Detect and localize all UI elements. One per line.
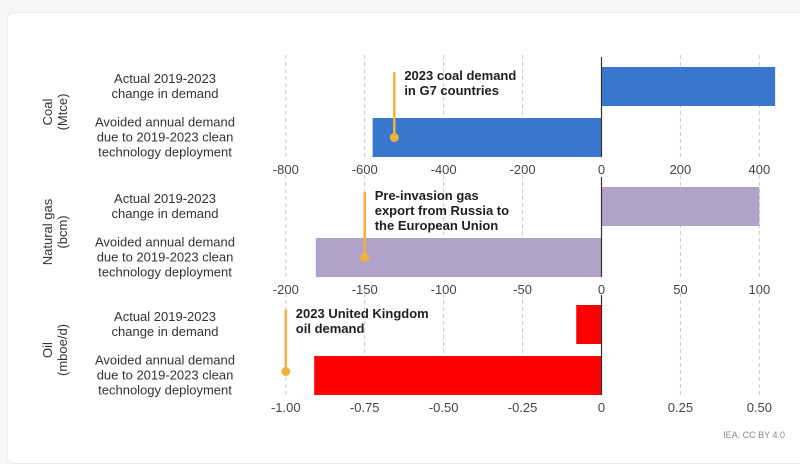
category-label: due to 2019-2023 clean xyxy=(97,250,234,265)
annotation-text: 2023 United Kingdom xyxy=(296,306,429,321)
tick-label: 0 xyxy=(598,162,605,177)
annotation-dot xyxy=(389,133,399,142)
panel-label: Natural gas(bcm) xyxy=(40,198,70,265)
tick-label: -150 xyxy=(352,282,378,297)
annotation-text: the European Union xyxy=(375,218,499,233)
category-label: due to 2019-2023 clean xyxy=(97,368,234,383)
tick-label: 50 xyxy=(673,282,687,297)
panel-label-line: Oil xyxy=(40,342,55,358)
annotation-text: Pre-invasion gas xyxy=(375,188,479,203)
tick-label: 0 xyxy=(598,282,605,297)
tick-label: -1.00 xyxy=(271,400,301,415)
category-label: change in demand xyxy=(112,206,219,221)
tick-label: -100 xyxy=(431,282,457,297)
panel-label-line: (bcm) xyxy=(55,215,70,248)
panel-label-line: (Mtce) xyxy=(55,94,70,131)
tick-label: -0.50 xyxy=(429,400,459,415)
category-label: Actual 2019-2023 xyxy=(114,309,216,324)
annotation-dot xyxy=(360,253,370,262)
category-label: Avoided annual demand xyxy=(95,353,235,368)
tick-label: 0.50 xyxy=(747,400,772,415)
category-label: technology deployment xyxy=(98,145,232,160)
category-label: change in demand xyxy=(112,324,219,339)
tick-label: -200 xyxy=(510,162,536,177)
panel-natural-gas: -200 -150 -100 -50 0 50 100 Actual 2019-2023cha… xyxy=(40,175,770,297)
bar-actual xyxy=(601,67,776,106)
category-label: Avoided annual demand xyxy=(95,115,235,130)
bar-avoided xyxy=(314,356,602,395)
bar-avoided xyxy=(372,118,602,157)
bar-actual xyxy=(601,187,760,226)
panel-label: Coal(Mtce) xyxy=(40,94,70,131)
tick-label: 400 xyxy=(748,162,770,177)
panel-label-line: (mboe/d) xyxy=(55,324,70,376)
tick-label: -50 xyxy=(513,282,532,297)
tick-label: 100 xyxy=(748,282,770,297)
tick-label: -200 xyxy=(273,282,299,297)
annotation-text: 2023 coal demand xyxy=(404,68,516,83)
bar-actual xyxy=(576,305,602,344)
category-label: due to 2019-2023 clean xyxy=(97,130,234,145)
annotation-text: in G7 countries xyxy=(404,83,499,98)
annotation-dot xyxy=(281,367,291,376)
panel-label-line: Coal xyxy=(40,99,55,126)
annotation-text: oil demand xyxy=(296,321,365,336)
tick-label: -0.25 xyxy=(508,400,538,415)
bar-avoided xyxy=(315,238,602,277)
panel-coal: -800 -600 -400 -200 0 200 400 Actual 2019-2023c… xyxy=(40,55,776,177)
panel-oil: -1.00 -0.75 -0.50 -0.25 0 0.25 0.50 Actual 2019… xyxy=(40,293,772,415)
tick-label: -800 xyxy=(273,162,299,177)
category-label: Actual 2019-2023 xyxy=(114,71,216,86)
panel-label-line: Natural gas xyxy=(40,198,55,265)
source-credit: IEA. CC BY 4.0 xyxy=(723,430,785,440)
panel-label: Oil(mboe/d) xyxy=(40,324,70,376)
tick-label: -400 xyxy=(431,162,457,177)
category-label: change in demand xyxy=(112,86,219,101)
category-label: technology deployment xyxy=(98,265,232,280)
tick-label: 200 xyxy=(670,162,692,177)
tick-label: -0.75 xyxy=(350,400,380,415)
annotation-text: export from Russia to xyxy=(375,203,509,218)
category-label: Avoided annual demand xyxy=(95,235,235,250)
category-label: technology deployment xyxy=(98,383,232,398)
tick-label: -600 xyxy=(352,162,378,177)
tick-label: 0.25 xyxy=(668,400,693,415)
category-label: Actual 2019-2023 xyxy=(114,191,216,206)
tick-label: 0 xyxy=(598,400,605,415)
